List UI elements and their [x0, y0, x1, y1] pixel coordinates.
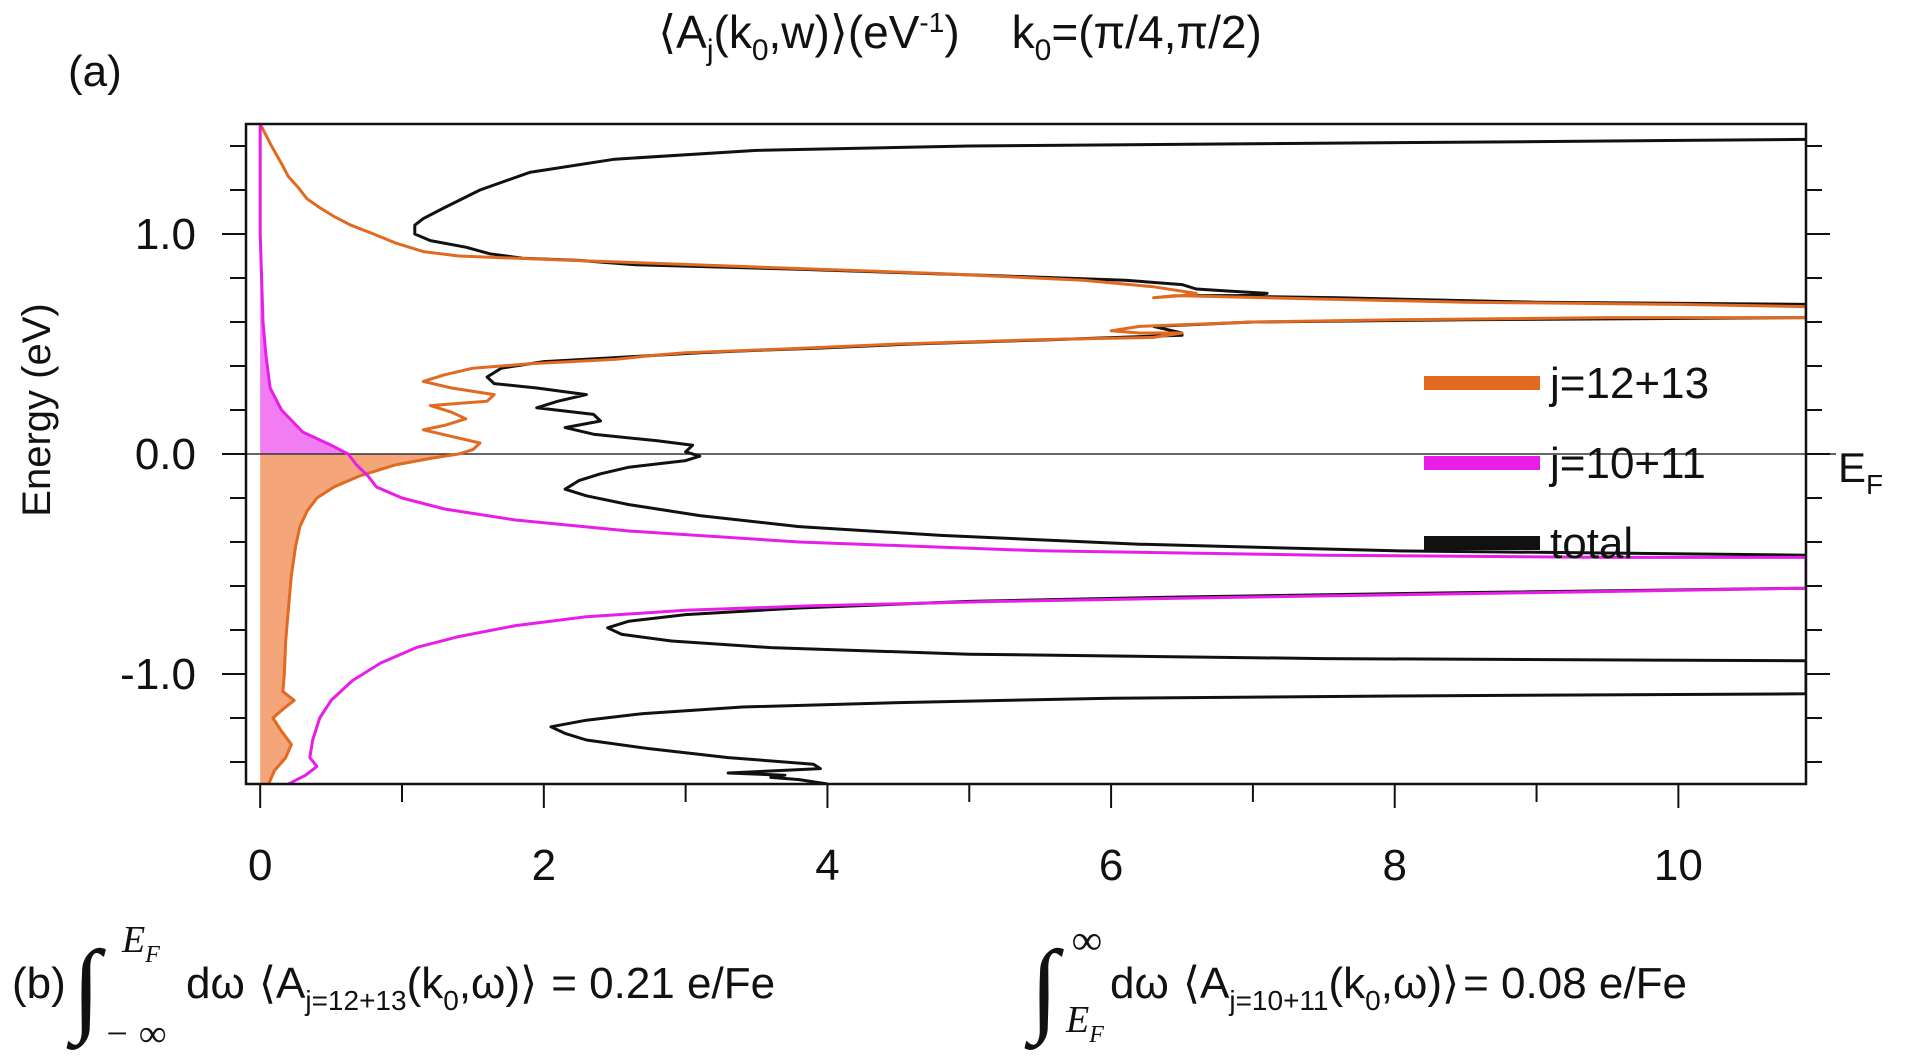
- y-axis-label: Energy (eV): [15, 303, 59, 516]
- panel-b: (b) ∫ EF − ∞ dω ⟨Aj=12+13(k0,ω)⟩ = 0.21 e/…: [12, 918, 1687, 1055]
- y-tick-label-minus-1: -1.0: [120, 650, 196, 699]
- integral-2-body: dω ⟨Aj=10+11(k0,ω)⟩= 0.08 e/Fe: [1110, 959, 1687, 1016]
- integral-1-arg-k-sub: 0: [443, 985, 459, 1016]
- title-unit-exponent: -1: [919, 7, 944, 38]
- integral-2-domega: dω: [1110, 959, 1169, 1008]
- title-k0-value: =(π/4,π/2): [1051, 6, 1261, 58]
- integral-2-subscript: j=10+11: [1228, 985, 1328, 1016]
- title-comma: ,: [769, 6, 782, 58]
- x-tick-label-0: 0: [248, 841, 272, 890]
- integral-2-bracket-left: ⟨: [1183, 959, 1200, 1008]
- title-unit: (eV: [848, 6, 920, 58]
- series-lines-group: [258, 124, 1806, 784]
- legend-label-j10-11: j=10+11: [1548, 439, 1706, 488]
- x-tick-label-10: 10: [1654, 841, 1703, 890]
- series-line-j-12-13: [258, 124, 1806, 784]
- integral-1-body: dω ⟨Aj=12+13(k0,ω)⟩ = 0.21 e/Fe: [186, 959, 775, 1016]
- integral-1-subscript: j=12+13: [304, 985, 406, 1016]
- fill-j12-13-below-EF: [260, 454, 459, 784]
- integral-1-arg-rest: ,ω): [459, 959, 520, 1008]
- integral-1-A: A: [276, 959, 306, 1008]
- title-w: w: [780, 6, 815, 58]
- title-j-subscript: j: [706, 34, 714, 67]
- title-k0-label: k: [1012, 6, 1036, 58]
- title-unit-close: ): [944, 6, 959, 58]
- series-line-j-10-11: [258, 124, 1806, 784]
- ticks-group: [222, 145, 1830, 808]
- legend-swatch-j12-13: [1424, 376, 1540, 390]
- x-tick-label-2: 2: [532, 841, 556, 890]
- y-tick-label-1: 1.0: [135, 210, 196, 259]
- title-bracket-right: ⟩: [830, 6, 848, 58]
- integral-1-domega: dω: [186, 959, 245, 1008]
- title-k-subscript: 0: [752, 34, 769, 67]
- integral-1-lower-limit: − ∞: [104, 1013, 166, 1055]
- integral-1-bracket-right: ⟩: [520, 959, 537, 1008]
- title-k: k: [729, 6, 753, 58]
- fills-group: [260, 124, 459, 784]
- integral-1-result: = 0.21 e/Fe: [551, 959, 775, 1008]
- integral-2-upper-limit: ∞: [1072, 918, 1102, 964]
- integral-1-arg-k: (k: [407, 959, 445, 1008]
- integral-2-arg-k: (k: [1329, 959, 1367, 1008]
- fill-j10-11-above-EF: [260, 124, 349, 454]
- title-paren-close: ): [815, 6, 830, 58]
- legend-label-total: total: [1550, 519, 1633, 568]
- fermi-level-label: EF: [1838, 444, 1883, 500]
- legend-swatch-j10-11: [1424, 456, 1540, 470]
- integral-1-upper-E: E: [121, 919, 145, 961]
- integral-2-bracket-right: ⟩: [1442, 959, 1459, 1008]
- integral-2-A: A: [1200, 959, 1230, 1008]
- x-tick-label-8: 8: [1382, 841, 1406, 890]
- y-tick-label-0: 0.0: [135, 430, 196, 479]
- integral-1-upper-F: F: [144, 942, 160, 968]
- title-paren-open: (: [714, 6, 730, 58]
- fermi-label-F: F: [1866, 469, 1883, 500]
- legend-label-j12-13: j=12+13: [1548, 359, 1709, 408]
- x-tick-label-4: 4: [815, 841, 839, 890]
- integral-1-upper-limit: EF: [121, 919, 160, 968]
- integral-2-result: = 0.08 e/Fe: [1463, 959, 1687, 1008]
- integral-2-arg-rest: ,ω): [1381, 959, 1442, 1008]
- x-tick-labels: 0 2 4 6 8 10: [248, 841, 1703, 890]
- legend: j=12+13 j=10+11 total: [1424, 359, 1709, 568]
- legend-swatch-total: [1424, 536, 1540, 550]
- plot-area: [222, 122, 1836, 808]
- chart-title: ⟨Aj(k0,w)⟩(eV-1) k0=(π/4,π/2): [658, 6, 1262, 67]
- title-k0-subscript: 0: [1035, 34, 1052, 67]
- integral-2-lower-limit: EF: [1065, 999, 1104, 1048]
- title-A: A: [676, 6, 707, 58]
- panel-label-a: (a): [68, 47, 122, 96]
- integral-2-lower-E: E: [1065, 999, 1089, 1041]
- fermi-label-E: E: [1838, 444, 1866, 491]
- integral-1-bracket-left: ⟨: [259, 959, 276, 1008]
- integral-1-sign: ∫: [66, 930, 106, 1050]
- integral-2-lower-F: F: [1088, 1022, 1104, 1048]
- x-tick-label-6: 6: [1099, 841, 1123, 890]
- integral-2-arg-k-sub: 0: [1365, 985, 1381, 1016]
- y-tick-labels: 1.0 0.0 -1.0: [120, 210, 196, 699]
- integral-2-sign: ∫: [1024, 930, 1064, 1050]
- title-bracket-left: ⟨: [658, 6, 676, 58]
- panel-label-b: (b): [12, 959, 66, 1008]
